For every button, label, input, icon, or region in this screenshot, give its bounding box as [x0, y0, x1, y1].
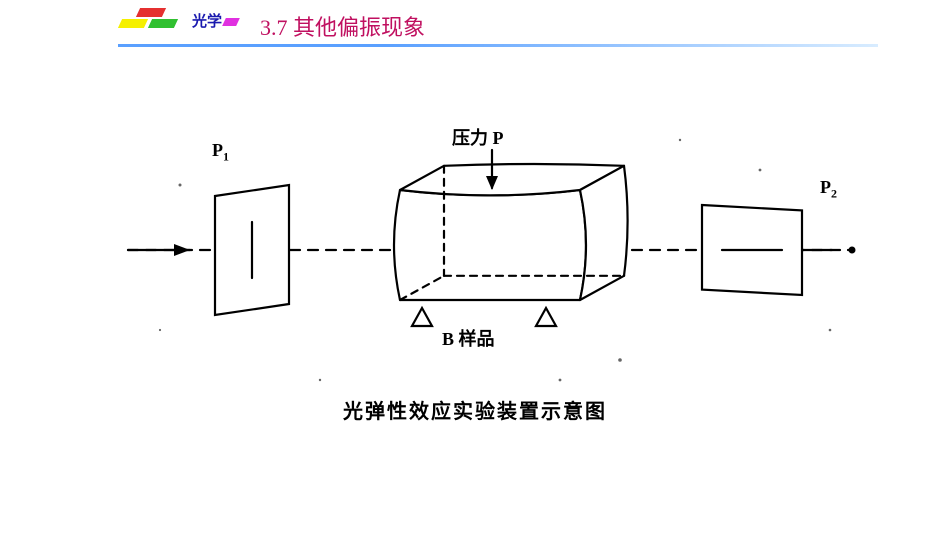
- label-pressure: 压力 P: [452, 124, 504, 150]
- label-p1-sub: 1: [223, 150, 229, 164]
- logo-shapes: [120, 8, 190, 32]
- logo: 光学: [120, 8, 244, 32]
- label-p1-main: P: [212, 140, 223, 160]
- section-title: 3.7 其他偏振现象: [260, 10, 425, 42]
- label-p1: P1: [212, 140, 229, 165]
- subject-label: 光学: [192, 10, 222, 31]
- diagram-svg: [120, 130, 860, 390]
- logo-trail: [224, 10, 244, 30]
- diagram: P1 压力 P B 样品 P2: [120, 130, 860, 390]
- label-sample: B 样品: [442, 325, 495, 351]
- label-p2: P2: [820, 177, 837, 202]
- diagram-caption: 光弹性效应实验装置示意图: [0, 395, 950, 424]
- slide-header: 光学 3.7 其他偏振现象: [0, 0, 950, 50]
- label-p2-sub: 2: [831, 187, 837, 201]
- header-divider: [118, 44, 878, 47]
- label-p2-main: P: [820, 177, 831, 197]
